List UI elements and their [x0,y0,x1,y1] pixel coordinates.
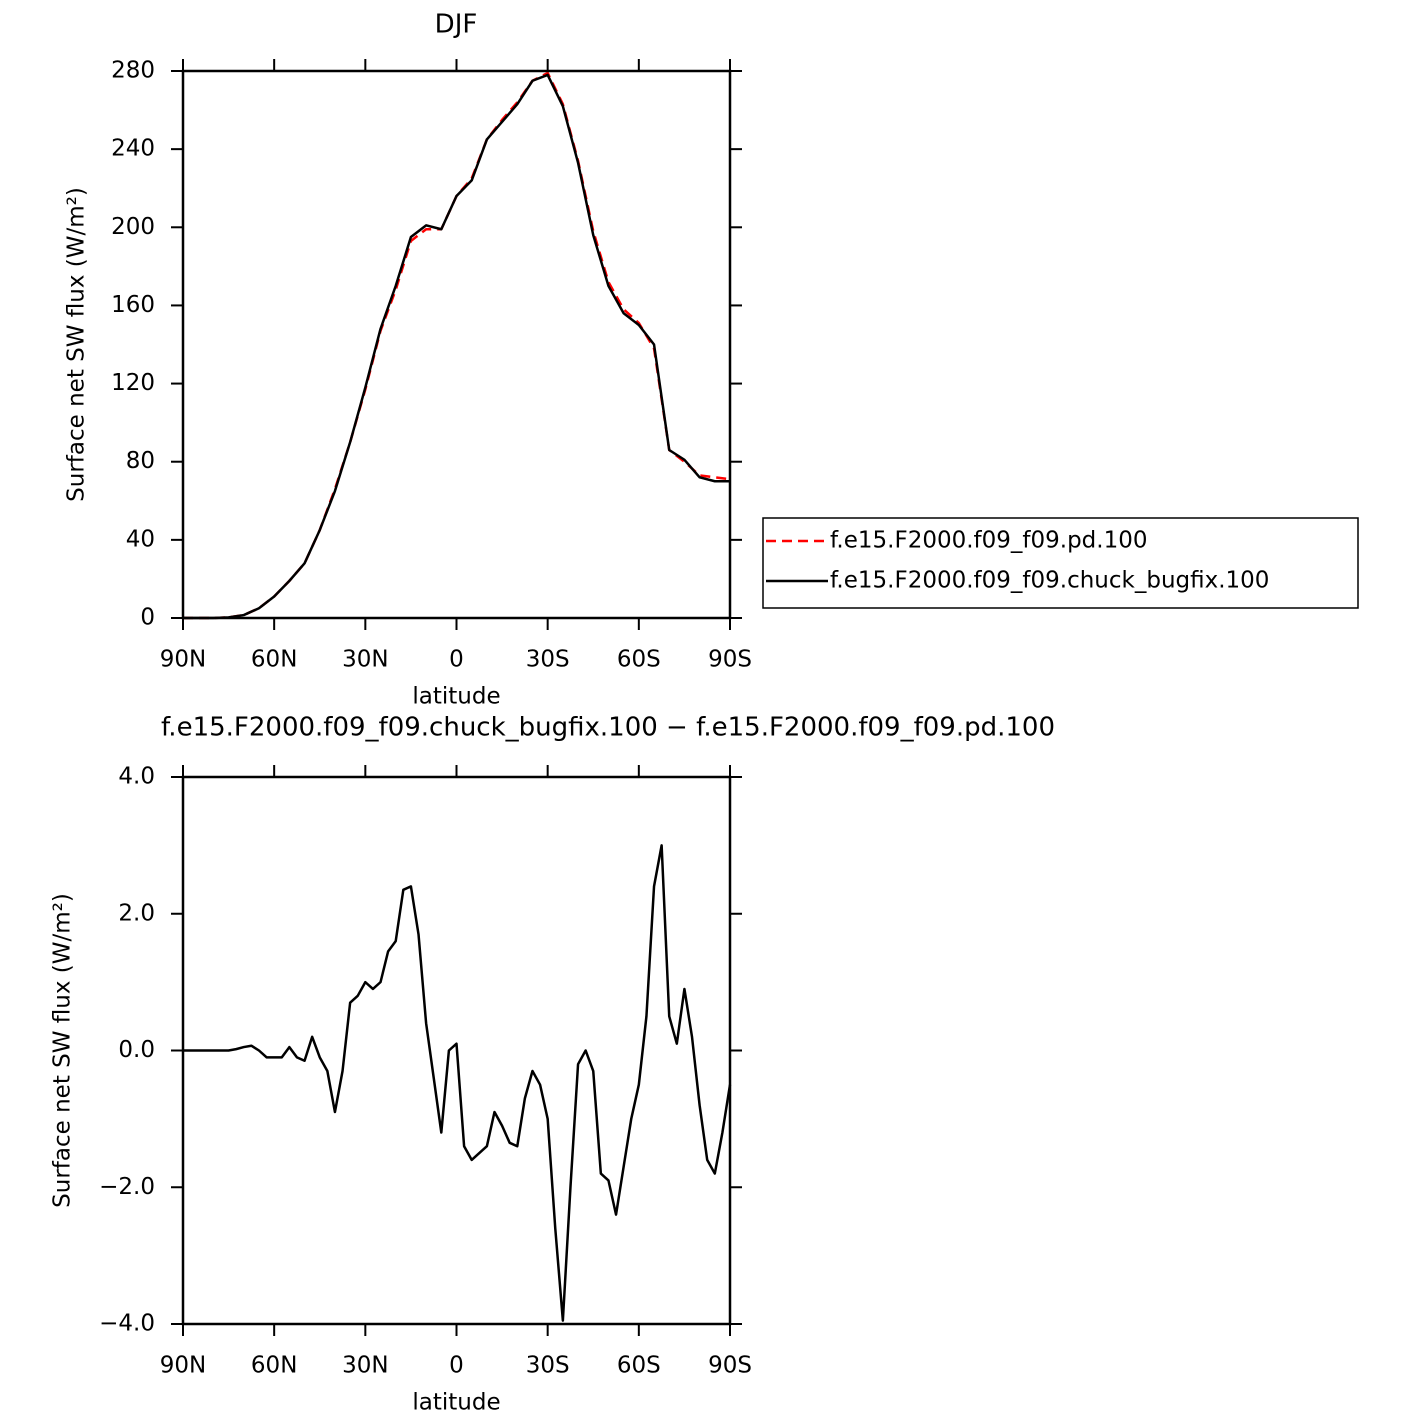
y-tick-label: 120 [111,370,155,396]
x-tick-label: 30N [342,647,388,673]
x-tick-label: 90S [708,1353,752,1379]
x-tick-label: 0 [449,1353,464,1379]
y-tick-label: 40 [126,526,155,552]
x-axis-label: latitude [412,684,500,710]
data-line [183,844,732,1322]
y-axis-label: Surface net SW flux (W/m²) [50,893,76,1208]
x-tick-label: 60S [617,647,661,673]
chart-title: f.e15.F2000.f09_f09.chuck_bugfix.100 − f… [161,713,1055,743]
chart-title: DJF [435,10,478,40]
legend-box [762,517,1359,609]
data-line [183,73,730,620]
y-tick-label: 80 [126,448,155,474]
y-tick-label: 240 [111,136,155,162]
x-tick-label: 90N [160,1353,206,1379]
y-tick-label: 280 [111,58,155,84]
y-axis-label: Surface net SW flux (W/m²) [64,187,90,502]
x-tick-label: 90N [160,647,206,673]
x-tick-label: 60N [251,647,297,673]
y-tick-label: 0.0 [118,1037,155,1063]
y-tick-label: 0 [140,605,155,631]
x-tick-label: 90S [708,647,752,673]
y-tick-label: −2.0 [99,1174,155,1200]
x-tick-label: 30S [526,1353,570,1379]
x-tick-label: 0 [449,647,464,673]
data-line [183,71,731,620]
x-tick-label: 60N [251,1353,297,1379]
y-tick-label: 4.0 [118,764,155,790]
x-tick-label: 60S [617,1353,661,1379]
x-tick-label: 30N [342,1353,388,1379]
legend-label: f.e15.F2000.f09_f09.chuck_bugfix.100 [830,568,1269,594]
y-tick-label: 2.0 [118,900,155,926]
x-tick-label: 30S [526,647,570,673]
legend-label: f.e15.F2000.f09_f09.pd.100 [830,528,1148,554]
y-tick-label: −4.0 [99,1311,155,1337]
y-tick-label: 160 [111,292,155,318]
y-tick-label: 200 [111,214,155,240]
x-axis-label: latitude [412,1390,500,1416]
plot-frame [181,69,732,620]
